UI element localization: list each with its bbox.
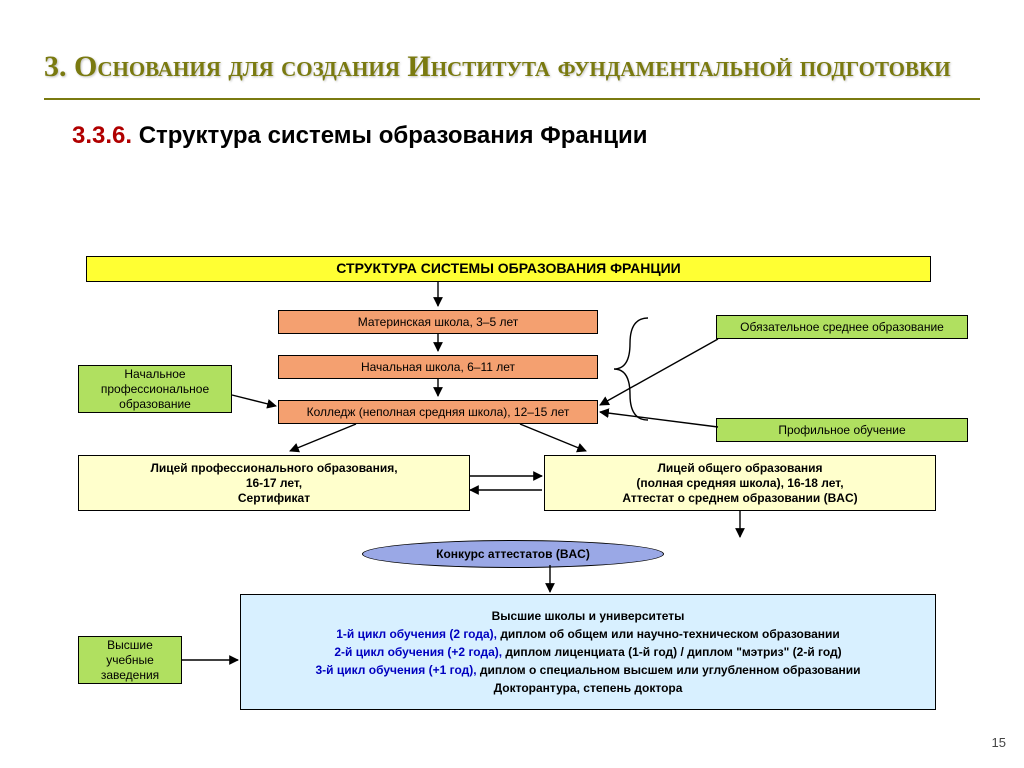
node-higher-institutions: Высшие учебные заведения	[78, 636, 182, 684]
univ-line2: 1-й цикл обучения (2 года), диплом об об…	[247, 625, 929, 643]
banner-structure-title: СТРУКТУРА СИСТЕМЫ ОБРАЗОВАНИЯ ФРАНЦИИ	[86, 256, 931, 282]
node-primary-professional: Начальное профессиональное образование	[78, 365, 232, 413]
node-lycee-professional: Лицей профессионального образования,16-1…	[78, 455, 470, 511]
node-primary-school: Начальная школа, 6–11 лет	[278, 355, 598, 379]
univ-line1: Высшие школы и университеты	[247, 607, 929, 625]
subtitle-number: 3.3.6.	[72, 122, 132, 149]
node-mandatory-secondary: Обязательное среднее образование	[716, 315, 968, 339]
node-profile-training: Профильное обучение	[716, 418, 968, 442]
page-number: 15	[992, 735, 1006, 750]
node-universities: Высшие школы и университеты 1-й цикл обу…	[240, 594, 936, 710]
univ-line4: 3-й цикл обучения (+1 год), диплом о спе…	[247, 661, 929, 679]
node-maternal-school: Материнская школа, 3–5 лет	[278, 310, 598, 334]
univ-line5: Докторантура, степень доктора	[247, 679, 929, 697]
node-lycee-general: Лицей общего образования(полная средняя …	[544, 455, 936, 511]
subtitle-text: Структура системы образования Франции	[139, 122, 648, 149]
univ-line3: 2-й цикл обучения (+2 года), диплом лице…	[247, 643, 929, 661]
slide-title: 3. Основания для создания Института фунд…	[44, 48, 980, 86]
node-college: Колледж (неполная средняя школа), 12–15 …	[278, 400, 598, 424]
title-underline	[44, 98, 980, 100]
slide-subtitle: 3.3.6. Структура системы образования Фра…	[72, 122, 980, 150]
node-contest-bac: Конкурс аттестатов (BAC)	[362, 540, 664, 568]
